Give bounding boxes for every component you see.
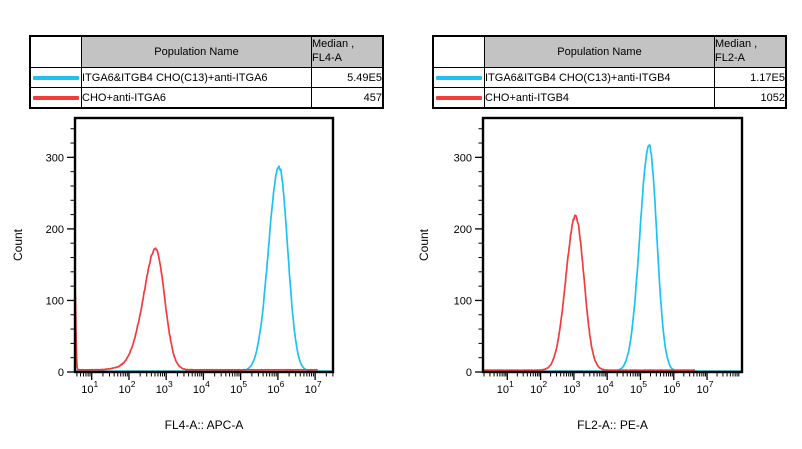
y-axis-title: Count — [417, 228, 431, 261]
x-tick-label: 101 — [497, 379, 514, 396]
population-color-swatch — [436, 95, 482, 100]
median-header-line2: FL4-A — [312, 52, 342, 64]
curve-cyan — [484, 143, 741, 372]
swatch-cell — [432, 67, 485, 88]
y-tick-label: 200 — [454, 224, 472, 236]
stats-table-fl4: Population Name Median , FL4-A ITGA6&ITGB… — [29, 35, 384, 109]
x-tick-label: 101 — [81, 379, 98, 396]
y-tick-label: 100 — [454, 295, 472, 307]
y-axis: 0 100 200 300 — [46, 128, 74, 379]
median-value: 5.49E5 — [311, 67, 384, 88]
population-name: ITGA6&ITGB4 CHO(C13)+anti-ITGA6 — [81, 67, 312, 88]
x-tick-label: 105 — [630, 379, 647, 396]
population-name: CHO+anti-ITGA6 — [81, 87, 312, 109]
swatch-cell — [29, 87, 82, 109]
x-tick-label: 106 — [663, 379, 680, 396]
y-tick-label: 100 — [46, 295, 64, 307]
curves — [76, 165, 332, 372]
median-value: 457 — [311, 87, 384, 109]
curves — [484, 143, 741, 372]
x-axis-title: FL2-A:: PE-A — [577, 418, 648, 432]
x-tick-label: 105 — [230, 379, 247, 396]
population-color-swatch — [33, 75, 79, 80]
median-header-line1: Median , — [312, 38, 355, 50]
y-tick-label: 300 — [454, 152, 472, 164]
median-header: Median , FL2-A — [714, 35, 787, 68]
population-color-swatch — [436, 75, 482, 80]
x-tick-label: 107 — [697, 379, 714, 396]
population-row[interactable]: ITGA6&ITGB4 CHO(C13)+anti-ITGA6 5.49E5 — [29, 67, 384, 88]
x-axis: 101 102 103 104 105 106 107 — [483, 373, 740, 396]
x-tick-label: 104 — [193, 379, 210, 396]
x-tick-label: 107 — [305, 379, 322, 396]
y-tick-label: 300 — [46, 152, 64, 164]
x-tick-label: 102 — [530, 379, 547, 396]
x-axis-title: FL4-A:: APC-A — [165, 418, 244, 432]
curve-red — [484, 214, 696, 372]
panel-fl4: Population Name Median , FL4-A ITGA6&ITGB… — [0, 0, 400, 449]
population-name: ITGA6&ITGB4 CHO(C13)+anti-ITGB4 — [484, 67, 715, 88]
population-row[interactable]: CHO+anti-ITGB4 1052 — [432, 87, 787, 109]
y-axis: 0 100 200 300 — [454, 128, 482, 379]
population-row[interactable]: ITGA6&ITGB4 CHO(C13)+anti-ITGB4 1.17E5 — [432, 67, 787, 88]
curve-cyan — [76, 165, 332, 372]
panel-fl2: Population Name Median , FL2-A ITGA6&ITGB… — [400, 0, 802, 449]
y-tick-label: 200 — [46, 224, 64, 236]
plot-border — [73, 116, 335, 374]
x-axis: 101 102 103 104 105 106 107 — [76, 373, 334, 396]
x-tick-label: 104 — [597, 379, 614, 396]
median-header: Median , FL4-A — [311, 35, 384, 68]
x-tick-label: 102 — [118, 379, 135, 396]
stats-table-fl2: Population Name Median , FL2-A ITGA6&ITGB… — [432, 35, 787, 109]
y-axis-title: Count — [11, 228, 25, 261]
median-value: 1052 — [714, 87, 787, 109]
x-tick-label: 103 — [156, 379, 173, 396]
x-tick-label: 106 — [267, 379, 284, 396]
curve-red — [76, 247, 318, 371]
x-tick-label: 103 — [563, 379, 580, 396]
y-tick-label: 0 — [466, 367, 472, 379]
plot-border — [481, 116, 744, 374]
median-header-line1: Median , — [715, 38, 758, 50]
median-value: 1.17E5 — [714, 67, 787, 88]
median-header-line2: FL2-A — [715, 52, 745, 64]
population-row[interactable]: CHO+anti-ITGA6 457 — [29, 87, 384, 109]
y-tick-label: 0 — [58, 367, 64, 379]
population-name: CHO+anti-ITGB4 — [484, 87, 715, 109]
population-color-swatch — [33, 95, 79, 100]
